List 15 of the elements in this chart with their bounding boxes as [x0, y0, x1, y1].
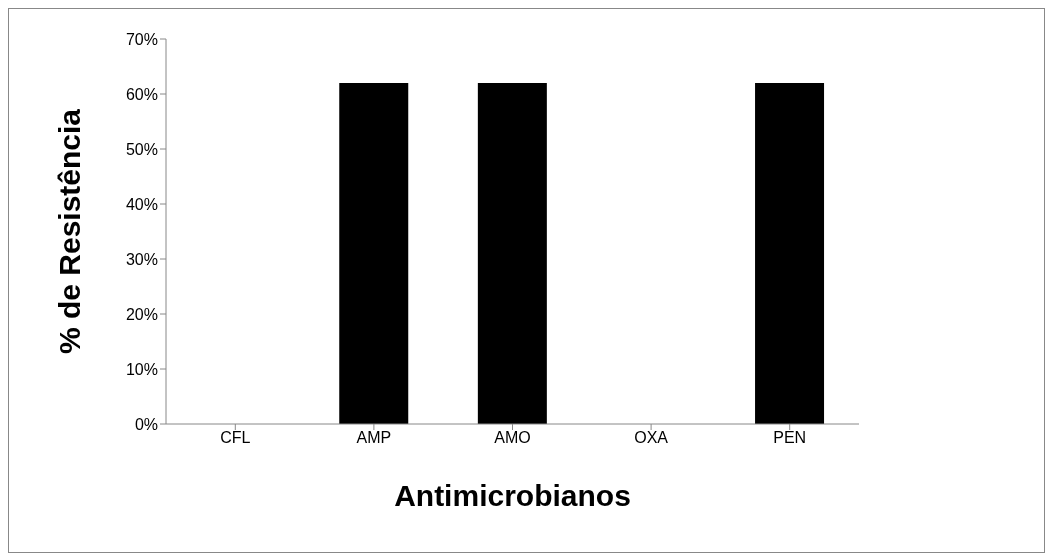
y-tick-label: 0%: [134, 415, 158, 433]
x-tick-label: AMP: [356, 429, 392, 447]
x-tick-label: OXA: [634, 429, 669, 447]
x-tick-label: AMO: [494, 429, 531, 447]
y-tick-label: 50%: [125, 140, 158, 158]
y-tick-label: 30%: [125, 250, 158, 268]
x-tick-label: CFL: [220, 429, 251, 447]
y-tick-label: 70%: [125, 30, 158, 48]
y-tick-label: 20%: [125, 305, 158, 323]
y-axis-title: % de Resistência: [52, 108, 86, 355]
x-axis-title: Antimicrobianos: [394, 479, 631, 512]
y-tick-label: 40%: [125, 195, 158, 213]
y-tick-label: 10%: [125, 360, 158, 378]
y-tick-label: 60%: [125, 85, 158, 103]
x-tick-label: PEN: [773, 429, 807, 447]
